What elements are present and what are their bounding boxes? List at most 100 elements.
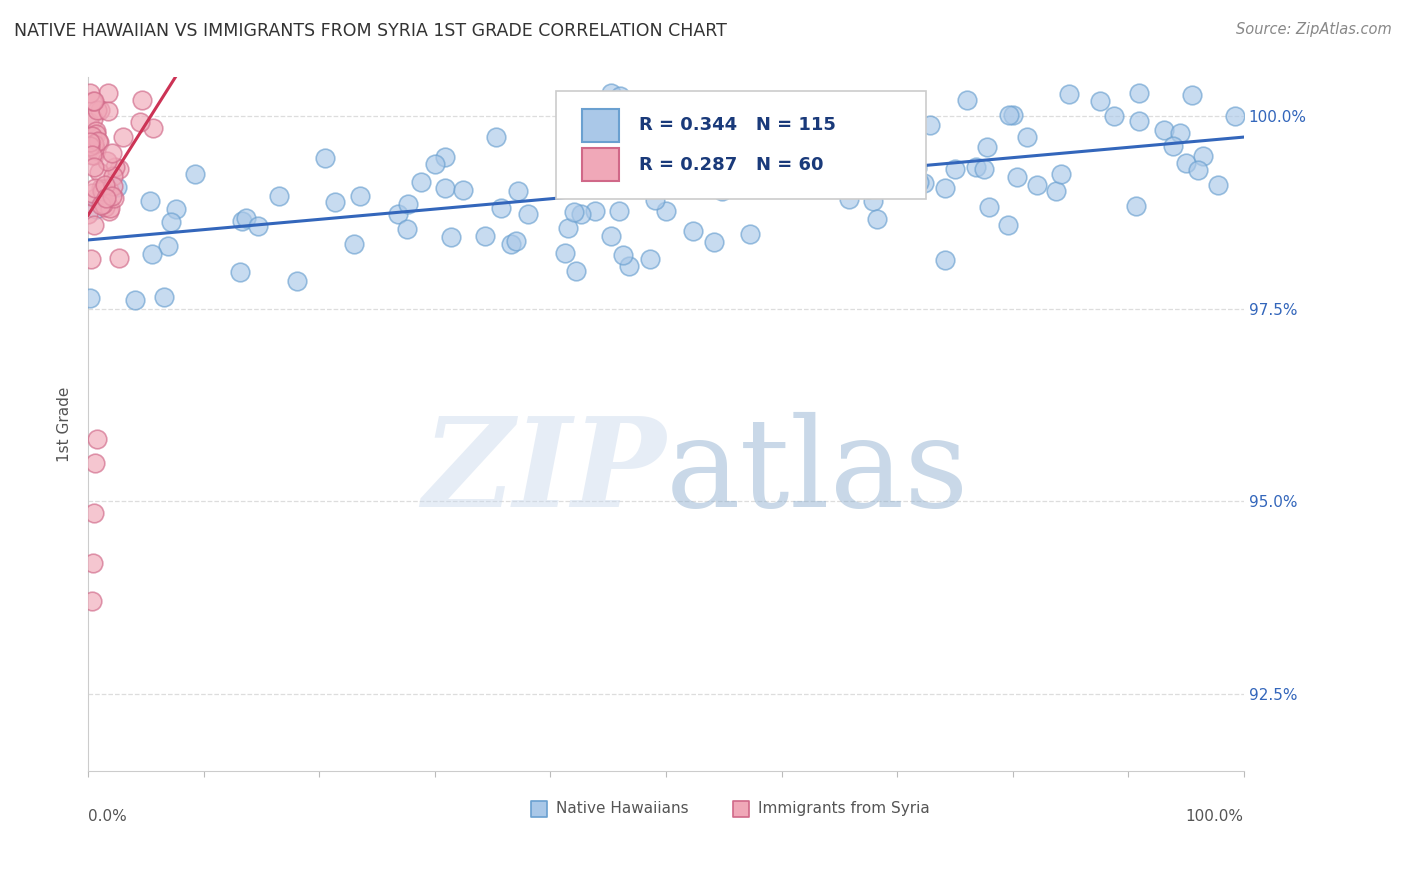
Point — [87, 165, 110, 179]
Point — [77, 207, 100, 221]
Point — [851, 123, 873, 137]
Point — [157, 239, 180, 253]
Point — [934, 181, 956, 195]
Point — [499, 237, 522, 252]
Point — [703, 235, 725, 250]
Point — [1049, 168, 1071, 182]
Point — [973, 162, 995, 177]
Point — [681, 179, 703, 194]
Point — [79, 291, 101, 305]
Point — [638, 252, 661, 266]
Point — [101, 178, 124, 193]
Point — [83, 94, 105, 108]
Point — [80, 594, 103, 608]
Bar — [582, 109, 619, 142]
Text: 100.0%: 100.0% — [1185, 809, 1244, 824]
Point — [105, 179, 128, 194]
Point — [607, 203, 630, 218]
Point — [612, 155, 634, 169]
Point — [655, 204, 678, 219]
Point — [627, 117, 650, 131]
Point — [184, 167, 207, 181]
Point — [235, 211, 257, 225]
Point — [396, 196, 419, 211]
Point — [644, 193, 666, 207]
Point — [565, 264, 588, 278]
Point — [600, 86, 623, 100]
Point — [1005, 169, 1028, 184]
Point — [976, 140, 998, 154]
Point — [956, 93, 979, 107]
Point — [882, 135, 904, 149]
Point — [323, 194, 346, 209]
Point — [943, 162, 966, 177]
Text: NATIVE HAWAIIAN VS IMMIGRANTS FROM SYRIA 1ST GRADE CORRELATION CHART: NATIVE HAWAIIAN VS IMMIGRANTS FROM SYRIA… — [14, 22, 727, 40]
Point — [770, 134, 793, 148]
Point — [1045, 184, 1067, 198]
Point — [269, 188, 291, 202]
Point — [82, 94, 104, 108]
Point — [84, 456, 107, 470]
Point — [866, 212, 889, 227]
Point — [228, 265, 250, 279]
Point — [1002, 108, 1025, 122]
Point — [425, 157, 447, 171]
Point — [897, 134, 920, 148]
Point — [83, 181, 105, 195]
Point — [979, 200, 1001, 214]
Point — [83, 191, 105, 205]
Point — [83, 506, 105, 520]
Point — [79, 115, 101, 129]
Point — [104, 160, 127, 174]
Point — [165, 202, 187, 216]
Point — [87, 134, 110, 148]
Point — [100, 201, 122, 215]
Point — [343, 237, 366, 252]
Point — [508, 184, 530, 198]
Point — [91, 182, 114, 196]
Point — [617, 259, 640, 273]
Point — [89, 135, 111, 149]
Point — [108, 161, 131, 176]
FancyBboxPatch shape — [557, 91, 927, 199]
Point — [1125, 199, 1147, 213]
Point — [396, 221, 419, 235]
Y-axis label: 1st Grade: 1st Grade — [58, 386, 72, 462]
Point — [474, 228, 496, 243]
Point — [79, 135, 101, 149]
Point — [131, 93, 153, 107]
Point — [1017, 129, 1039, 144]
Point — [623, 157, 645, 171]
Point — [609, 88, 631, 103]
Point — [997, 219, 1019, 233]
Point — [595, 178, 617, 192]
Text: R = 0.287   N = 60: R = 0.287 N = 60 — [640, 156, 824, 174]
Point — [862, 194, 884, 209]
Point — [98, 203, 121, 218]
Point — [485, 130, 508, 145]
Point — [349, 189, 371, 203]
Point — [142, 121, 165, 136]
Point — [612, 248, 634, 262]
Point — [411, 175, 433, 189]
Point — [1187, 162, 1209, 177]
Point — [838, 192, 860, 206]
Point — [285, 274, 308, 288]
Point — [98, 183, 121, 197]
Point — [681, 153, 703, 167]
Point — [810, 132, 832, 146]
Point — [912, 176, 935, 190]
Point — [90, 181, 112, 195]
Point — [141, 247, 163, 261]
Point — [124, 293, 146, 307]
Point — [91, 197, 114, 211]
Point — [231, 214, 253, 228]
Point — [557, 221, 579, 235]
Point — [770, 161, 793, 176]
Point — [1223, 109, 1246, 123]
Point — [699, 166, 721, 180]
Point — [138, 194, 160, 208]
Point — [1192, 149, 1215, 163]
Point — [1168, 127, 1191, 141]
Point — [569, 206, 592, 220]
